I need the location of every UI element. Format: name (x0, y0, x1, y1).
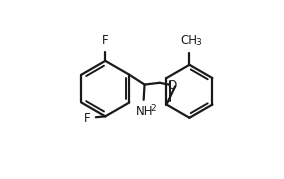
Text: NH: NH (136, 105, 153, 118)
Text: CH: CH (180, 34, 197, 47)
Text: F: F (102, 34, 108, 47)
Text: O: O (167, 79, 177, 92)
Text: F: F (83, 112, 90, 125)
Text: 3: 3 (195, 38, 201, 47)
Text: 2: 2 (151, 104, 156, 113)
